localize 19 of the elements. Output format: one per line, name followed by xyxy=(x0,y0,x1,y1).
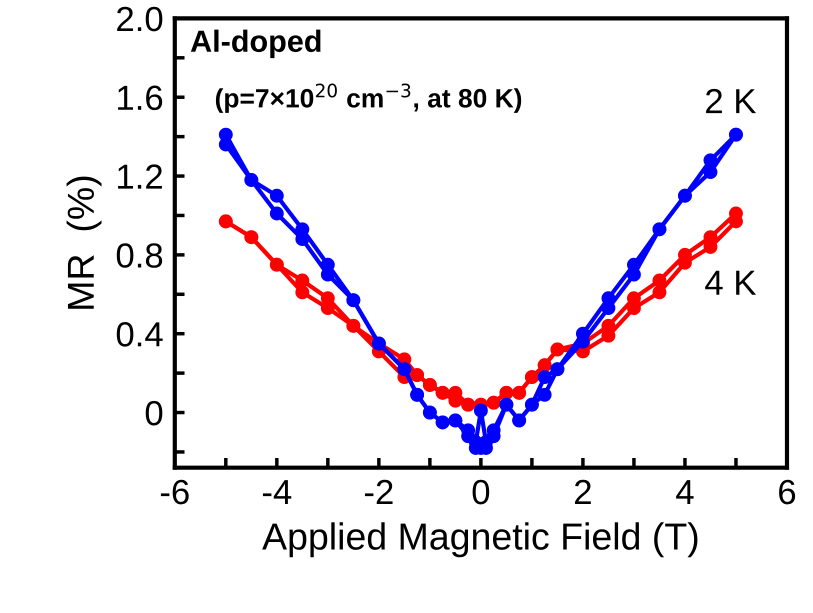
x-tick-label: -4 xyxy=(262,480,292,504)
x-tick-label: -6 xyxy=(160,480,189,504)
series-label: 4 K xyxy=(705,270,756,295)
series-label: 2 K xyxy=(706,88,756,114)
x-tick-label: 2 xyxy=(575,480,591,504)
y-tick-label: 2.0 xyxy=(117,6,162,32)
x-tick-label: 4 xyxy=(676,480,694,504)
y-axis-title: MR (%) xyxy=(66,176,102,309)
x-tick-label: 6 xyxy=(779,480,796,504)
annotation: Al-doped xyxy=(190,30,320,58)
x-tick-label: -2 xyxy=(364,480,393,504)
y-tick-label: 0.4 xyxy=(116,322,163,347)
y-tick-label: 1.2 xyxy=(118,164,162,189)
x-tick-label: 0 xyxy=(472,480,490,504)
annotation: (p=7×10$^{20}$ cm$^{−3}$, at 80 K) xyxy=(216,84,522,113)
y-tick-label: 0.8 xyxy=(116,243,162,268)
x-axis-title: Applied Magnetic Field (T) xyxy=(262,522,698,558)
y-tick-label: 1.6 xyxy=(118,86,162,110)
y-tick-label: 0 xyxy=(146,400,162,426)
